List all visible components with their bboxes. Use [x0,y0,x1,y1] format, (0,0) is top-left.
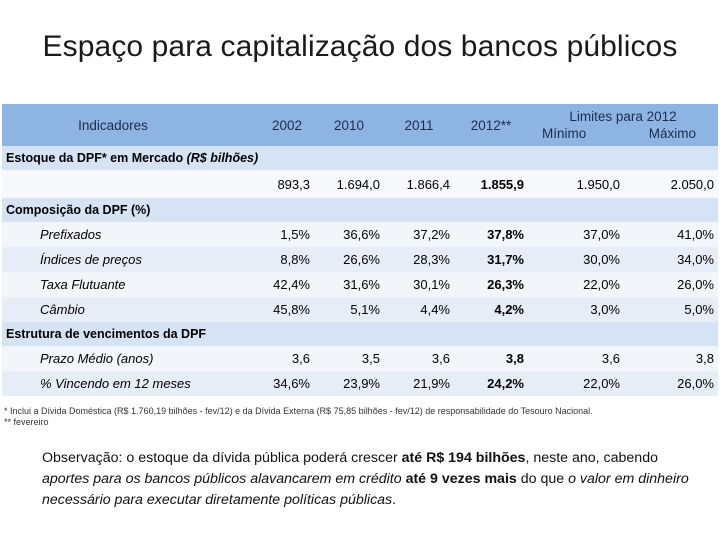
row-label: Prazo Médio (anos) [2,346,260,371]
cell: 4,4% [384,297,454,322]
cell: 36,6% [314,222,384,247]
header-limites: Limites para 2012 Mínimo Máximo [528,104,718,146]
cell: 37,8% [454,222,528,247]
cell: 1.866,4 [384,170,454,198]
section-header: Estrutura de vencimentos da DPF [2,322,718,346]
cell: 37,0% [528,222,624,247]
cell: 3,5 [314,346,384,371]
cell: 1.950,0 [528,170,624,198]
cell: 22,0% [528,272,624,297]
obs-label: Observação [42,450,119,466]
section-header: Estoque da DPF* em Mercado (R$ bilhões) [2,146,718,170]
table-row: % Vincendo em 12 meses 34,6% 23,9% 21,9%… [2,371,718,396]
header-minimo: Mínimo [542,126,587,141]
header-year: 2012** [454,104,528,146]
table-row: Câmbio 45,8% 5,1% 4,4% 4,2% 3,0% 5,0% [2,297,718,322]
section-header: Composição da DPF (%) [2,198,718,222]
cell: 3,0% [528,297,624,322]
cell: 26,3% [454,272,528,297]
indicators-table: Indicadores 2002 2010 2011 2012** Limite… [2,104,718,396]
slide-title: Espaço para capitalização dos bancos púb… [42,30,678,63]
cell: 22,0% [528,371,624,396]
header-year: 2011 [384,104,454,146]
table-row: 893,3 1.694,0 1.866,4 1.855,9 1.950,0 2.… [2,170,718,198]
cell: 1.855,9 [454,170,528,198]
header-indicadores: Indicadores [2,104,260,146]
cell: 1.694,0 [314,170,384,198]
footnotes: * Inclui a Dívida Doméstica (R$ 1.760,19… [4,406,593,428]
row-label: Câmbio [2,297,260,322]
cell: 4,2% [454,297,528,322]
cell: 8,8% [260,247,314,272]
cell: 893,3 [260,170,314,198]
cell: 31,6% [314,272,384,297]
cell: 5,0% [624,297,718,322]
observation-paragraph: Observação: o estoque da dívida pública … [42,450,689,508]
row-label: Prefixados [2,222,260,247]
section-title-composicao: Composição da DPF (%) [2,198,718,222]
section-title-estoque: Estoque da DPF* em Mercado (R$ bilhões) [2,146,718,170]
section-title-vencimentos: Estrutura de vencimentos da DPF [2,322,718,346]
cell: 24,2% [454,371,528,396]
cell: 45,8% [260,297,314,322]
cell: 3,8 [624,346,718,371]
cell: 26,0% [624,371,718,396]
row-label: Índices de preços [2,247,260,272]
cell: 3,6 [260,346,314,371]
header-year: 2002 [260,104,314,146]
table-row: Taxa Flutuante 42,4% 31,6% 30,1% 26,3% 2… [2,272,718,297]
cell: 1,5% [260,222,314,247]
limites-title: Limites para 2012 [569,109,677,124]
cell: 2.050,0 [624,170,718,198]
table-header: Indicadores 2002 2010 2011 2012** Limite… [2,104,718,146]
footnote: ** fevereiro [4,417,49,427]
row-label: % Vincendo em 12 meses [2,371,260,396]
cell: 3,6 [384,346,454,371]
cell: 21,9% [384,371,454,396]
cell: 30,0% [528,247,624,272]
table-row: Prefixados 1,5% 36,6% 37,2% 37,8% 37,0% … [2,222,718,247]
cell: 42,4% [260,272,314,297]
cell: 26,0% [624,272,718,297]
table-row: Índices de preços 8,8% 26,6% 28,3% 31,7%… [2,247,718,272]
row-label: Taxa Flutuante [2,272,260,297]
header-year: 2010 [314,104,384,146]
cell: 37,2% [384,222,454,247]
cell: 41,0% [624,222,718,247]
cell: 23,9% [314,371,384,396]
cell: 3,6 [528,346,624,371]
cell: 34,6% [260,371,314,396]
cell: 26,6% [314,247,384,272]
cell: 31,7% [454,247,528,272]
footnote: * Inclui a Dívida Doméstica (R$ 1.760,19… [4,406,593,416]
cell: 5,1% [314,297,384,322]
table-row: Prazo Médio (anos) 3,6 3,5 3,6 3,8 3,6 3… [2,346,718,371]
cell: 3,8 [454,346,528,371]
header-maximo: Máximo [648,126,696,141]
cell: 34,0% [624,247,718,272]
cell: 28,3% [384,247,454,272]
cell: 30,1% [384,272,454,297]
